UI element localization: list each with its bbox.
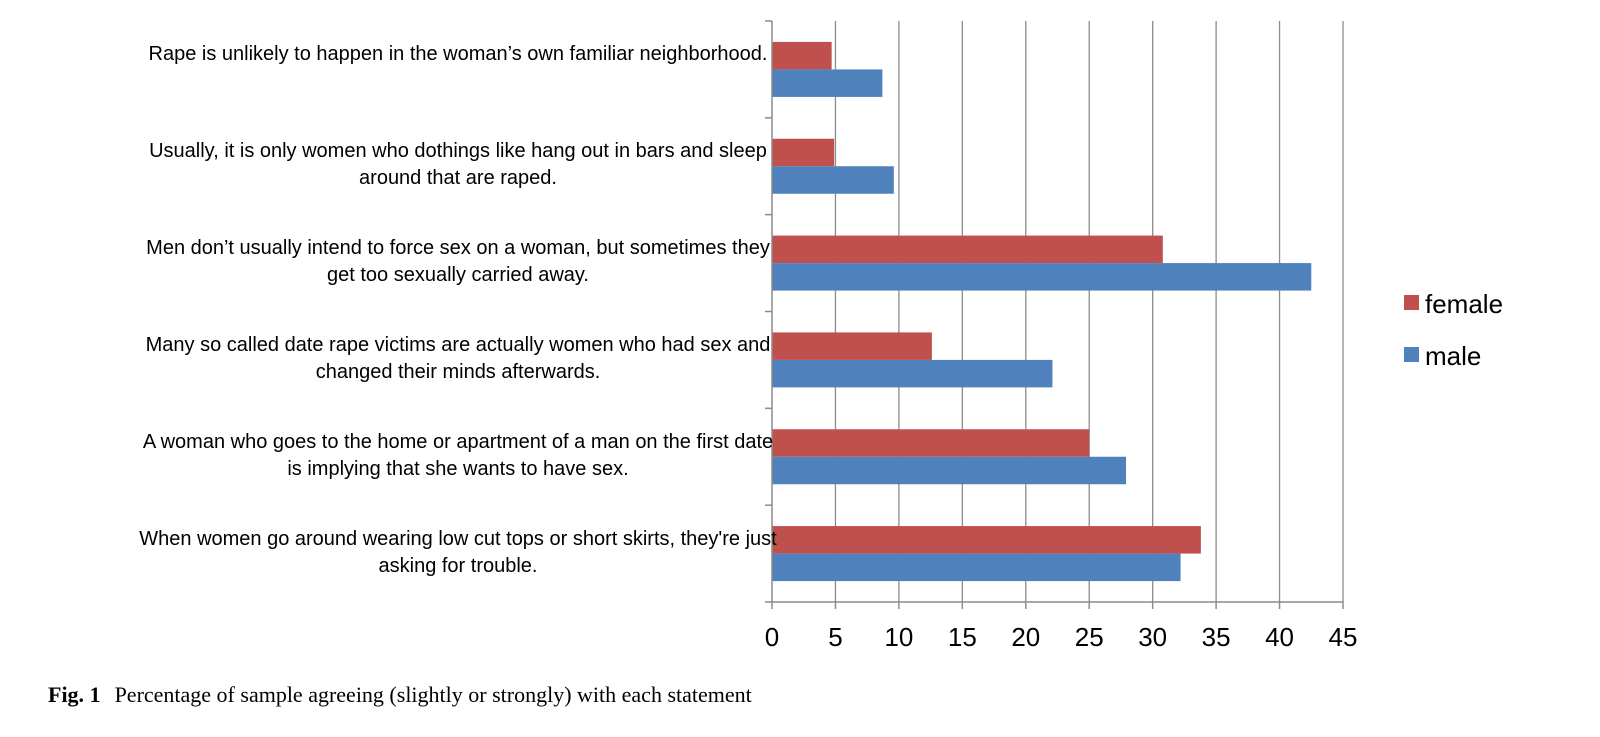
category-label: Many so called date rape victims are act… <box>145 333 771 383</box>
bar-male <box>772 456 1127 485</box>
bar-male <box>772 166 894 194</box>
bar-male <box>772 553 1181 582</box>
legend-label-male: male <box>1425 341 1481 371</box>
category-label: Usually, it is only women who dothings l… <box>149 140 767 190</box>
caption-text: Percentage of sample agreeing (slightly … <box>114 682 752 707</box>
category-label: When women go around wearing low cut top… <box>139 527 777 577</box>
category-label: A woman who goes to the home or apartmen… <box>142 430 774 480</box>
bar-male <box>772 263 1312 291</box>
x-tick-label: 5 <box>828 622 842 652</box>
x-tick-label: 25 <box>1075 622 1104 652</box>
x-tick-label: 45 <box>1329 622 1358 652</box>
x-tick-label: 40 <box>1265 622 1294 652</box>
x-tick-label: 10 <box>884 622 913 652</box>
x-tick-label: 30 <box>1138 622 1167 652</box>
bar-female <box>772 138 835 167</box>
bar-female <box>772 332 932 360</box>
legend-swatch-male <box>1404 347 1419 362</box>
category-label: Men don’t usually intend to force sex on… <box>146 237 770 287</box>
x-tick-label: 15 <box>948 622 977 652</box>
bar-female <box>772 41 832 70</box>
figure-caption: Fig. 1 Percentage of sample agreeing (sli… <box>48 682 752 708</box>
figure-number: Fig. 1 <box>48 682 101 707</box>
x-tick-label: 20 <box>1011 622 1040 652</box>
bar-female <box>772 429 1090 457</box>
legend-label-female: female <box>1425 289 1503 319</box>
bar-female <box>772 526 1201 554</box>
bar-male <box>772 359 1053 388</box>
bar-female <box>772 235 1163 264</box>
legend-swatch-female <box>1404 295 1419 310</box>
category-label: Rape is unlikely to happen in the woman’… <box>148 43 768 66</box>
x-tick-label: 35 <box>1202 622 1231 652</box>
bar-male <box>772 69 883 97</box>
x-tick-label: 0 <box>765 622 779 652</box>
